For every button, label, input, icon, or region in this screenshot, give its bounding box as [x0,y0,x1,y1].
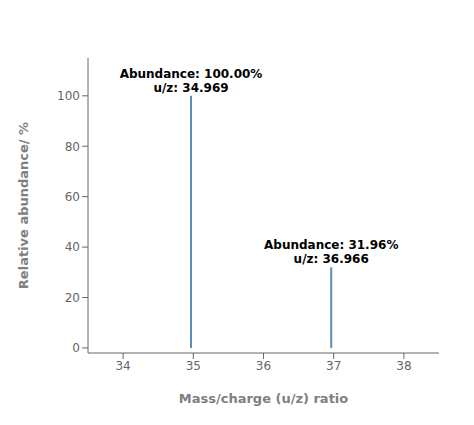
svg-text:80: 80 [65,140,80,154]
svg-text:38: 38 [396,359,411,373]
svg-text:Abundance: 100.00%u/z: 34.969: Abundance: 100.00%u/z: 34.969 [120,67,263,95]
svg-text:60: 60 [65,190,80,204]
svg-text:37: 37 [326,359,341,373]
svg-text:36: 36 [256,359,271,373]
svg-text:Mass/charge (u/z) ratio: Mass/charge (u/z) ratio [179,391,349,406]
svg-text:100: 100 [57,89,80,103]
svg-text:40: 40 [65,240,80,254]
svg-text:Relative abundance/ %: Relative abundance/ % [16,122,31,289]
svg-text:20: 20 [65,291,80,305]
svg-text:34: 34 [115,359,130,373]
svg-text:35: 35 [186,359,201,373]
svg-text:0: 0 [72,341,80,355]
svg-text:Abundance: 31.96%u/z: 36.966: Abundance: 31.96%u/z: 36.966 [264,238,398,266]
